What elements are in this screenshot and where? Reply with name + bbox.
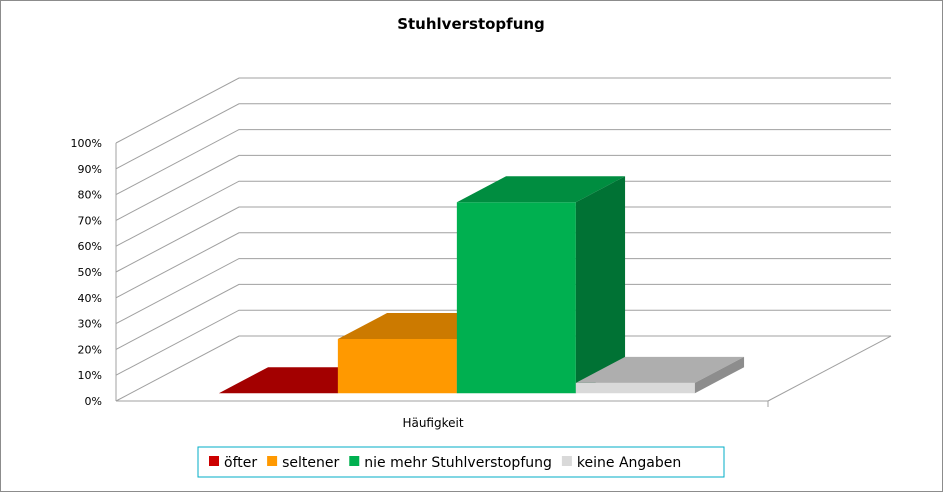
gridline (115, 129, 891, 196)
gridline (115, 232, 891, 299)
gridline (115, 206, 891, 273)
bar-3 (456, 176, 626, 394)
y-axis-ticks: 0% 10% 20% 30% 40% 50% 60% 70% 80% 90% 100% (71, 137, 102, 408)
bar-4 (575, 356, 745, 394)
x-category-label: Häufigkeit (402, 416, 463, 430)
gridline (115, 180, 891, 247)
gridline (115, 309, 891, 376)
bar-front-face (575, 382, 695, 394)
y-tick-label: 50% (78, 266, 102, 279)
gridline (115, 154, 891, 221)
y-tick-label: 80% (78, 189, 102, 202)
x-axis-categories: Häufigkeit (402, 416, 463, 430)
bar-side-face (694, 356, 745, 394)
chart-walls (115, 77, 892, 407)
y-tick-label: 40% (78, 292, 102, 305)
y-tick-label: 20% (78, 343, 102, 356)
bar-front-face (456, 202, 576, 394)
y-tick-label: 100% (71, 137, 102, 150)
bars (218, 176, 745, 394)
y-tick-label: 70% (78, 214, 102, 227)
gridline (115, 103, 891, 170)
legend-swatch (267, 456, 278, 466)
y-tick-label: 60% (78, 240, 102, 253)
y-tick-label: 90% (78, 163, 102, 176)
gridline (115, 77, 891, 144)
chart-title: Stuhlverstopfung (397, 15, 545, 33)
gridline (115, 258, 891, 325)
y-tick-label: 10% (78, 369, 102, 382)
legend-swatch (349, 456, 360, 466)
legend-box (197, 446, 725, 478)
gridline (115, 283, 891, 350)
floor-right-edge (767, 335, 892, 402)
legend-label: öfter (224, 455, 257, 471)
gridline (115, 335, 891, 402)
bar-side-face (575, 176, 626, 394)
bar-front-face (337, 339, 457, 394)
legend-label: nie mehr Stuhlverstopfung (364, 455, 552, 471)
legend-swatch (561, 456, 572, 466)
bar-top-face (575, 356, 745, 383)
legend-swatch (209, 456, 219, 466)
legend-label: seltener (282, 455, 339, 471)
legend: öfter seltener nie mehr Stuhlverstopfung ke… (197, 446, 725, 478)
legend-label: keine Angaben (577, 455, 681, 471)
y-tick-label: 0% (85, 395, 102, 408)
y-tick-label: 30% (78, 318, 102, 331)
bar-top-face (456, 176, 626, 203)
